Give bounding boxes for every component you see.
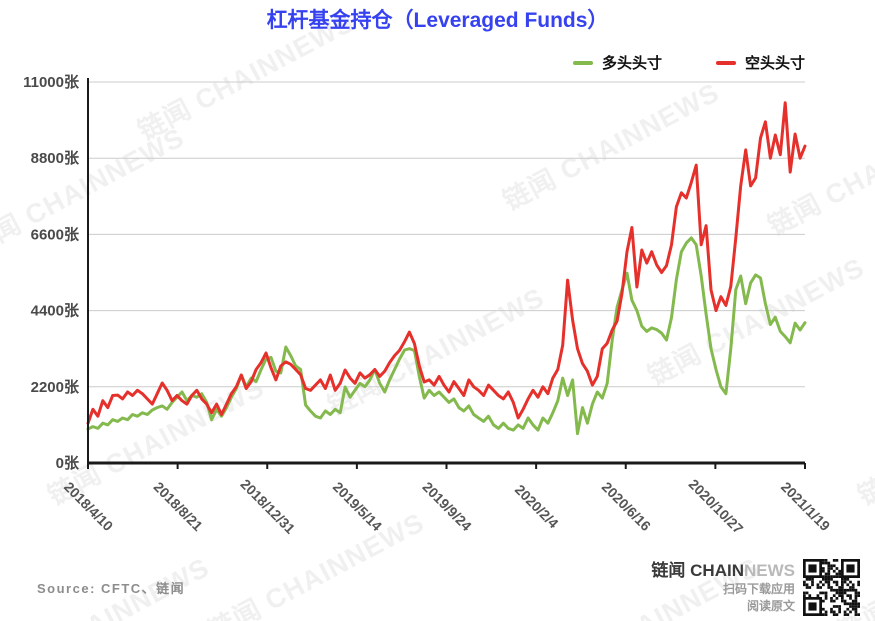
source-text: Source: CFTC、链闻 [37,581,186,596]
y-tick-label: 6600张 [31,226,80,243]
qr-code-icon [803,559,860,616]
series-line-long [86,236,807,436]
x-tick-label: 2018/12/31 [238,476,299,537]
legend-label-short: 空头头寸 [744,55,805,72]
brand-block: 链闻 CHAINNEWS 扫码下载应用 阅读原文 [651,559,860,616]
x-tick-label: 2020/10/27 [686,476,747,537]
series-line-short [86,101,807,425]
x-tick-label: 2018/4/10 [61,479,117,535]
logo-cn: 链闻 [651,561,691,580]
logo-news: NEWS [744,561,795,580]
legend-swatch-short-icon [715,60,736,65]
logo-chain: CHAIN [690,561,744,580]
y-tick-label: 11000张 [23,74,80,91]
legend: 多头头寸 空头头寸 [572,52,805,73]
legend-item-long: 多头头寸 [572,52,662,73]
line-chart: 0张 2200张 4400张 6600张 8800张 11000张 2018/4/10 201… [23,74,834,537]
y-tick-label: 4400张 [31,303,80,320]
x-tick-label: 2020/2/4 [512,481,562,531]
legend-label-long: 多头头寸 [601,55,662,72]
y-tick-label: 0张 [56,455,80,472]
page-title: 杠杆基金持仓（Leveraged Funds） [266,9,609,32]
x-tick-label: 2020/6/16 [599,479,655,535]
x-tick-label: 2021/1/19 [778,479,834,535]
legend-swatch-long-icon [572,60,593,65]
x-tick-label: 2019/5/14 [330,479,386,535]
x-tick-label: 2018/8/21 [151,479,207,535]
brand-text: 链闻 CHAINNEWS 扫码下载应用 阅读原文 [651,559,795,615]
footer-scan-label: 扫码下载应用 [722,582,795,596]
y-tick-label: 2200张 [31,379,80,396]
x-tick-label: 2019/9/24 [420,479,476,535]
legend-item-short: 空头头寸 [715,52,805,73]
footer-read-label: 阅读原文 [746,599,795,613]
chainnews-logo: 链闻 CHAINNEWS [651,561,795,581]
y-tick-label: 8800张 [31,150,80,167]
